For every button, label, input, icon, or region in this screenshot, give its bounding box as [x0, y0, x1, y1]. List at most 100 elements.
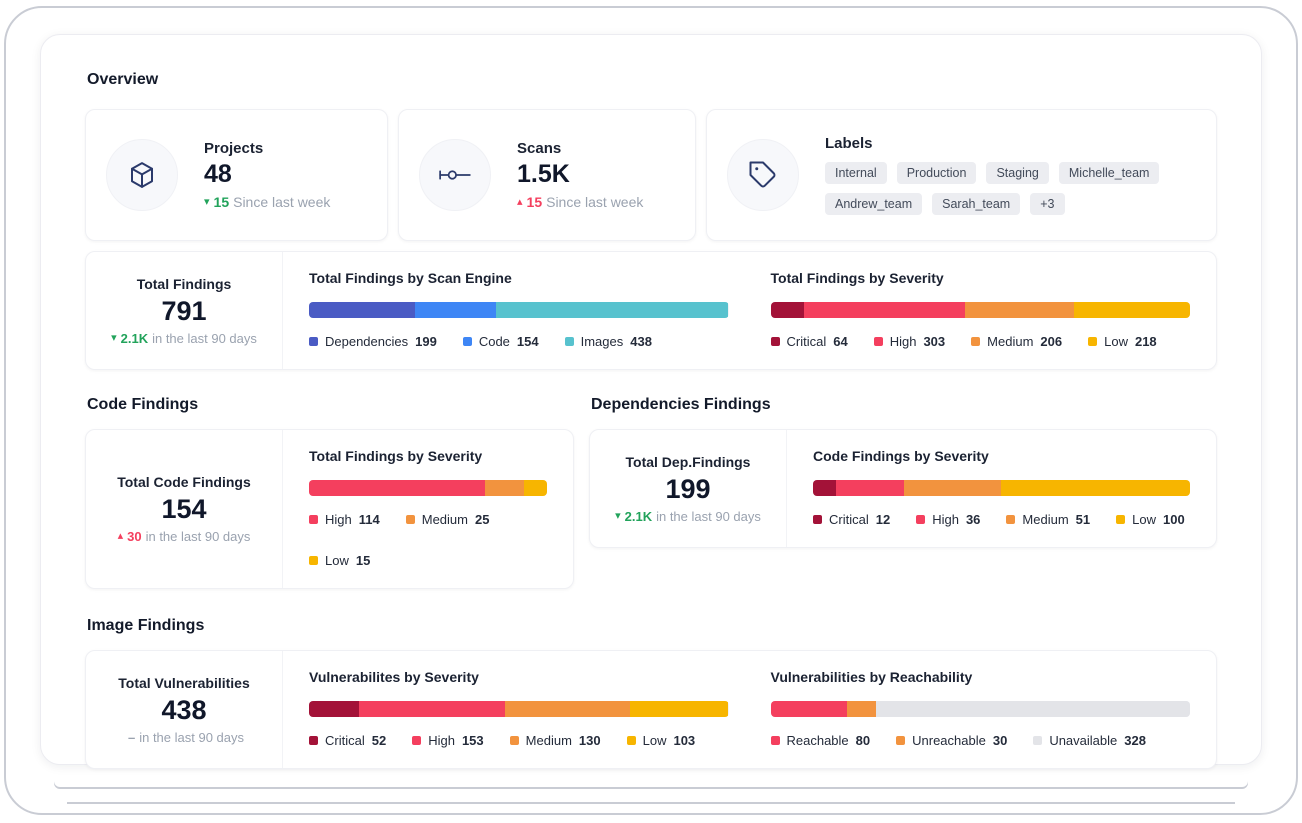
legend-label: Code [478, 334, 510, 349]
stat-card-projects: Projects 48 ▾ 15 Since last week [85, 109, 388, 241]
legend-value: 100 [1163, 512, 1185, 527]
scans-label: Scans [517, 140, 562, 157]
label-chip[interactable]: +3 [1030, 193, 1065, 215]
legend-label: Dependencies [325, 334, 409, 349]
total-findings-charts: Total Findings by Scan Engine Dependenci… [283, 252, 1216, 369]
label-chip[interactable]: Internal [825, 162, 887, 184]
legend-swatch [564, 337, 574, 346]
dashboard-card: Overview Projects 48 ▾ 15 Since last wee… [40, 34, 1262, 769]
code-findings-summary: Total Code Findings 154 ▴ 30 in the last… [86, 430, 283, 588]
legend-item-critical: Critical 52 [309, 733, 386, 748]
legend-value: 153 [461, 733, 484, 748]
image-findings-title: Total Vulnerabilities [118, 674, 250, 691]
legend-item-critical: Critical 12 [813, 512, 890, 527]
dependencies-findings-column: Dependencies Findings Total Dep.Findings… [589, 396, 1217, 589]
legend-item-high: High 153 [412, 733, 484, 748]
bar-segment-dependencies [309, 302, 415, 318]
legend-label: Unreachable [912, 733, 986, 748]
legend-item-medium: Medium 130 [509, 733, 601, 748]
bar-segment-reachable [770, 701, 848, 717]
trend-down-icon: ▾ [204, 195, 210, 208]
trend-down-icon: ▾ [111, 331, 117, 344]
chart-findings-by-severity: Total Findings by Severity Critical 64 Hig… [770, 270, 1191, 349]
legend-value: 52 [371, 733, 387, 748]
bar-segment-images [496, 302, 729, 318]
scans-delta-caption: Since last week [546, 194, 644, 210]
legend-value: 130 [578, 733, 601, 748]
bar-segment-medium [485, 480, 524, 496]
label-chip[interactable]: Andrew_team [825, 193, 923, 215]
code-findings-delta-caption: in the last 90 days [145, 529, 251, 544]
legend-swatch [309, 337, 318, 346]
dependencies-findings-value: 199 [665, 473, 711, 504]
code-findings-value: 154 [161, 494, 207, 524]
code-findings-charts: Total Findings by Severity High 114 Medium… [283, 430, 573, 588]
legend-label: Medium [1022, 512, 1069, 527]
total-findings-title: Total Findings [136, 275, 232, 292]
legend-swatch [309, 515, 318, 524]
legend-swatch [971, 337, 981, 346]
bar-segment-unavailable [875, 701, 1190, 717]
legend-label: Low [1132, 512, 1156, 527]
legend-item-high: High 36 [916, 512, 980, 527]
reachability-bar [770, 701, 1190, 717]
legend-label: Low [325, 553, 349, 568]
chart-findings-by-engine: Total Findings by Scan Engine Dependenci… [309, 270, 729, 349]
legend-swatch [770, 736, 780, 745]
label-chip[interactable]: Michelle_team [1058, 162, 1160, 184]
stat-card-labels: Labels Internal Production Staging Michelle… [706, 109, 1217, 241]
legend-label: Critical [786, 334, 827, 349]
label-chip[interactable]: Sarah_team [932, 193, 1021, 215]
legend-item-critical: Critical 64 [770, 334, 848, 349]
chart-title: Vulnerabilities by Reachability [770, 669, 973, 685]
legend-value: 328 [1124, 733, 1146, 748]
chart-title: Total Findings by Severity [309, 448, 483, 464]
image-findings-summary: Total Vulnerabilities 438 – in the last … [86, 651, 283, 768]
chart-title: Total Findings by Severity [770, 270, 944, 286]
label-chip[interactable]: Staging [986, 162, 1049, 184]
severity-bar [309, 480, 547, 496]
legend-value: 64 [833, 334, 848, 349]
trend-up-icon: ▴ [117, 530, 124, 542]
cube-icon [131, 162, 153, 188]
legend-item-low: Low 218 [1088, 334, 1157, 349]
severity-bar [770, 302, 1190, 318]
dependencies-findings-charts: Code Findings by Severity Critical 12 High… [787, 430, 1216, 547]
dependencies-findings-summary: Total Dep.Findings 199 ▾ 2.1K in the las… [590, 430, 787, 547]
legend-item-low: Low 103 [626, 733, 696, 748]
chart-vulnerabilities-reachability: Vulnerabilities by Reachability Reachabl… [770, 669, 1190, 748]
legend-item-unavailable: Unavailable 328 [1033, 733, 1146, 748]
total-findings-panel: Total Findings 791 ▾ 2.1K in the last 90… [85, 251, 1217, 370]
legend-value: 103 [673, 733, 696, 748]
legend-swatch [412, 736, 422, 745]
projects-delta-value: 15 [213, 194, 230, 210]
total-findings-delta: ▾ 2.1K in the last 90 days [111, 331, 257, 346]
legend-item-dependencies: Dependencies 199 [309, 334, 437, 349]
legend-item-low: Low 100 [1116, 512, 1185, 527]
legend-swatch [813, 515, 822, 524]
legend-label: High [325, 512, 352, 527]
code-dependencies-row: Code Findings Total Code Findings 154 ▴ … [85, 396, 1217, 589]
legend-label: High [428, 733, 455, 748]
bar-segment-high [835, 480, 904, 496]
bar-segment-critical [813, 480, 836, 496]
legend-value: 199 [415, 334, 437, 349]
scans-icon-circle [419, 139, 491, 211]
legend-value: 12 [875, 512, 891, 527]
dependencies-findings-delta-caption: in the last 90 days [656, 508, 761, 524]
label-chip[interactable]: Production [896, 162, 977, 184]
bar-segment-critical [309, 701, 359, 717]
dependencies-findings-heading: Dependencies Findings [591, 396, 771, 413]
labels-icon-circle [727, 139, 799, 211]
legend-item-medium: Medium 51 [1006, 512, 1090, 527]
legend-label: Reachable [786, 733, 849, 748]
legend-swatch [309, 556, 318, 565]
severity-legend: Critical 64 High 303 Medium 206 Low 218 [770, 334, 1191, 349]
bar-segment-medium [505, 701, 630, 717]
dependencies-findings-panel: Total Dep.Findings 199 ▾ 2.1K in the las… [589, 429, 1217, 548]
chart-code-severity: Total Findings by Severity High 114 Medium… [309, 448, 547, 568]
legend-label: High [932, 512, 959, 527]
legend-label: Images [580, 334, 624, 349]
image-findings-panel: Total Vulnerabilities 438 – in the last … [85, 650, 1217, 769]
image-findings-delta: – in the last 90 days [124, 730, 244, 745]
